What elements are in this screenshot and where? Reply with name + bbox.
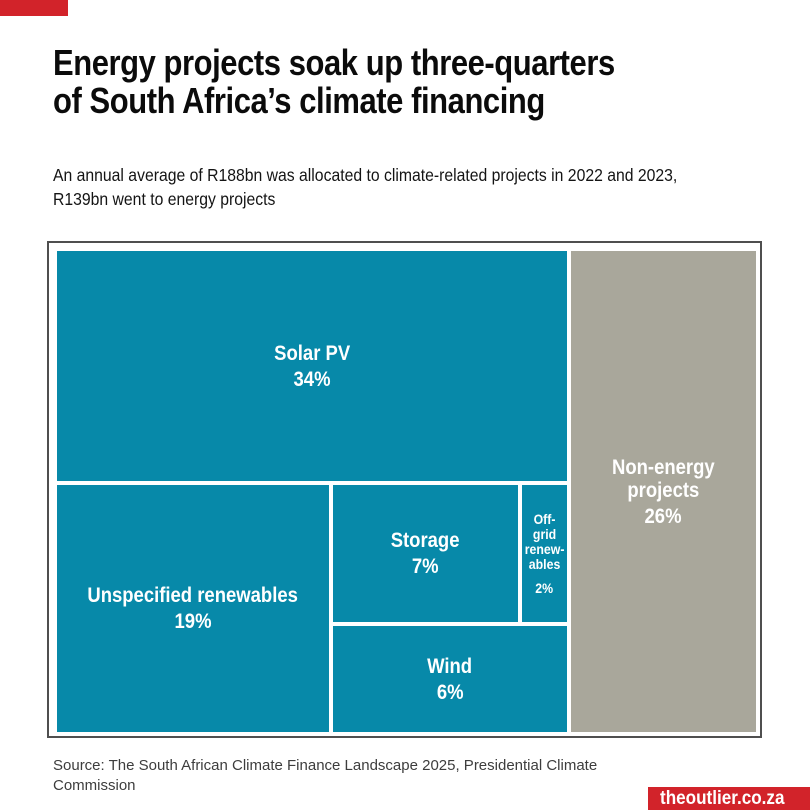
tile-label: Off- grid renew- ables (524, 510, 565, 572)
treemap-tile-solar-pv: Solar PV 34% (57, 251, 567, 481)
treemap-tile-non-energy-projects: Non-energy projects 26% (571, 251, 756, 732)
treemap-tile-storage: Storage 7% (333, 485, 518, 622)
tile-label: Wind (427, 654, 473, 678)
treemap-tile-wind: Wind 6% (333, 626, 567, 732)
page-title: Energy projects soak up three-quarters o… (53, 42, 615, 121)
source-attribution: Source: The South African Climate Financ… (53, 757, 598, 794)
brand-url: theoutlier.co.za (660, 787, 785, 809)
tile-percent: 19% (174, 610, 212, 633)
treemap-tile-off-grid-renewables: Off- grid renew- ables 2% (522, 485, 567, 622)
brand-badge: theoutlier.co.za (648, 787, 810, 810)
tile-label: Solar PV (273, 341, 351, 365)
treemap-canvas: Solar PV 34% Unspecified renewables 19% … (57, 251, 756, 732)
chart-subtitle: An annual average of R188bn was allocate… (53, 165, 678, 209)
brand-accent-bar (0, 0, 68, 16)
tile-label: Unspecified renewables (87, 584, 299, 607)
treemap-frame: Solar PV 34% Unspecified renewables 19% … (47, 241, 762, 738)
tile-percent: 6% (436, 680, 464, 704)
tile-percent: 26% (645, 504, 682, 528)
tile-label: Non-energy projects (612, 455, 715, 502)
tile-label: Storage (391, 529, 460, 552)
treemap-tile-unspecified-renewables: Unspecified renewables 19% (57, 485, 329, 732)
tile-percent: 7% (412, 555, 439, 578)
tile-percent: 34% (293, 367, 331, 391)
tile-percent: 2% (535, 579, 554, 596)
